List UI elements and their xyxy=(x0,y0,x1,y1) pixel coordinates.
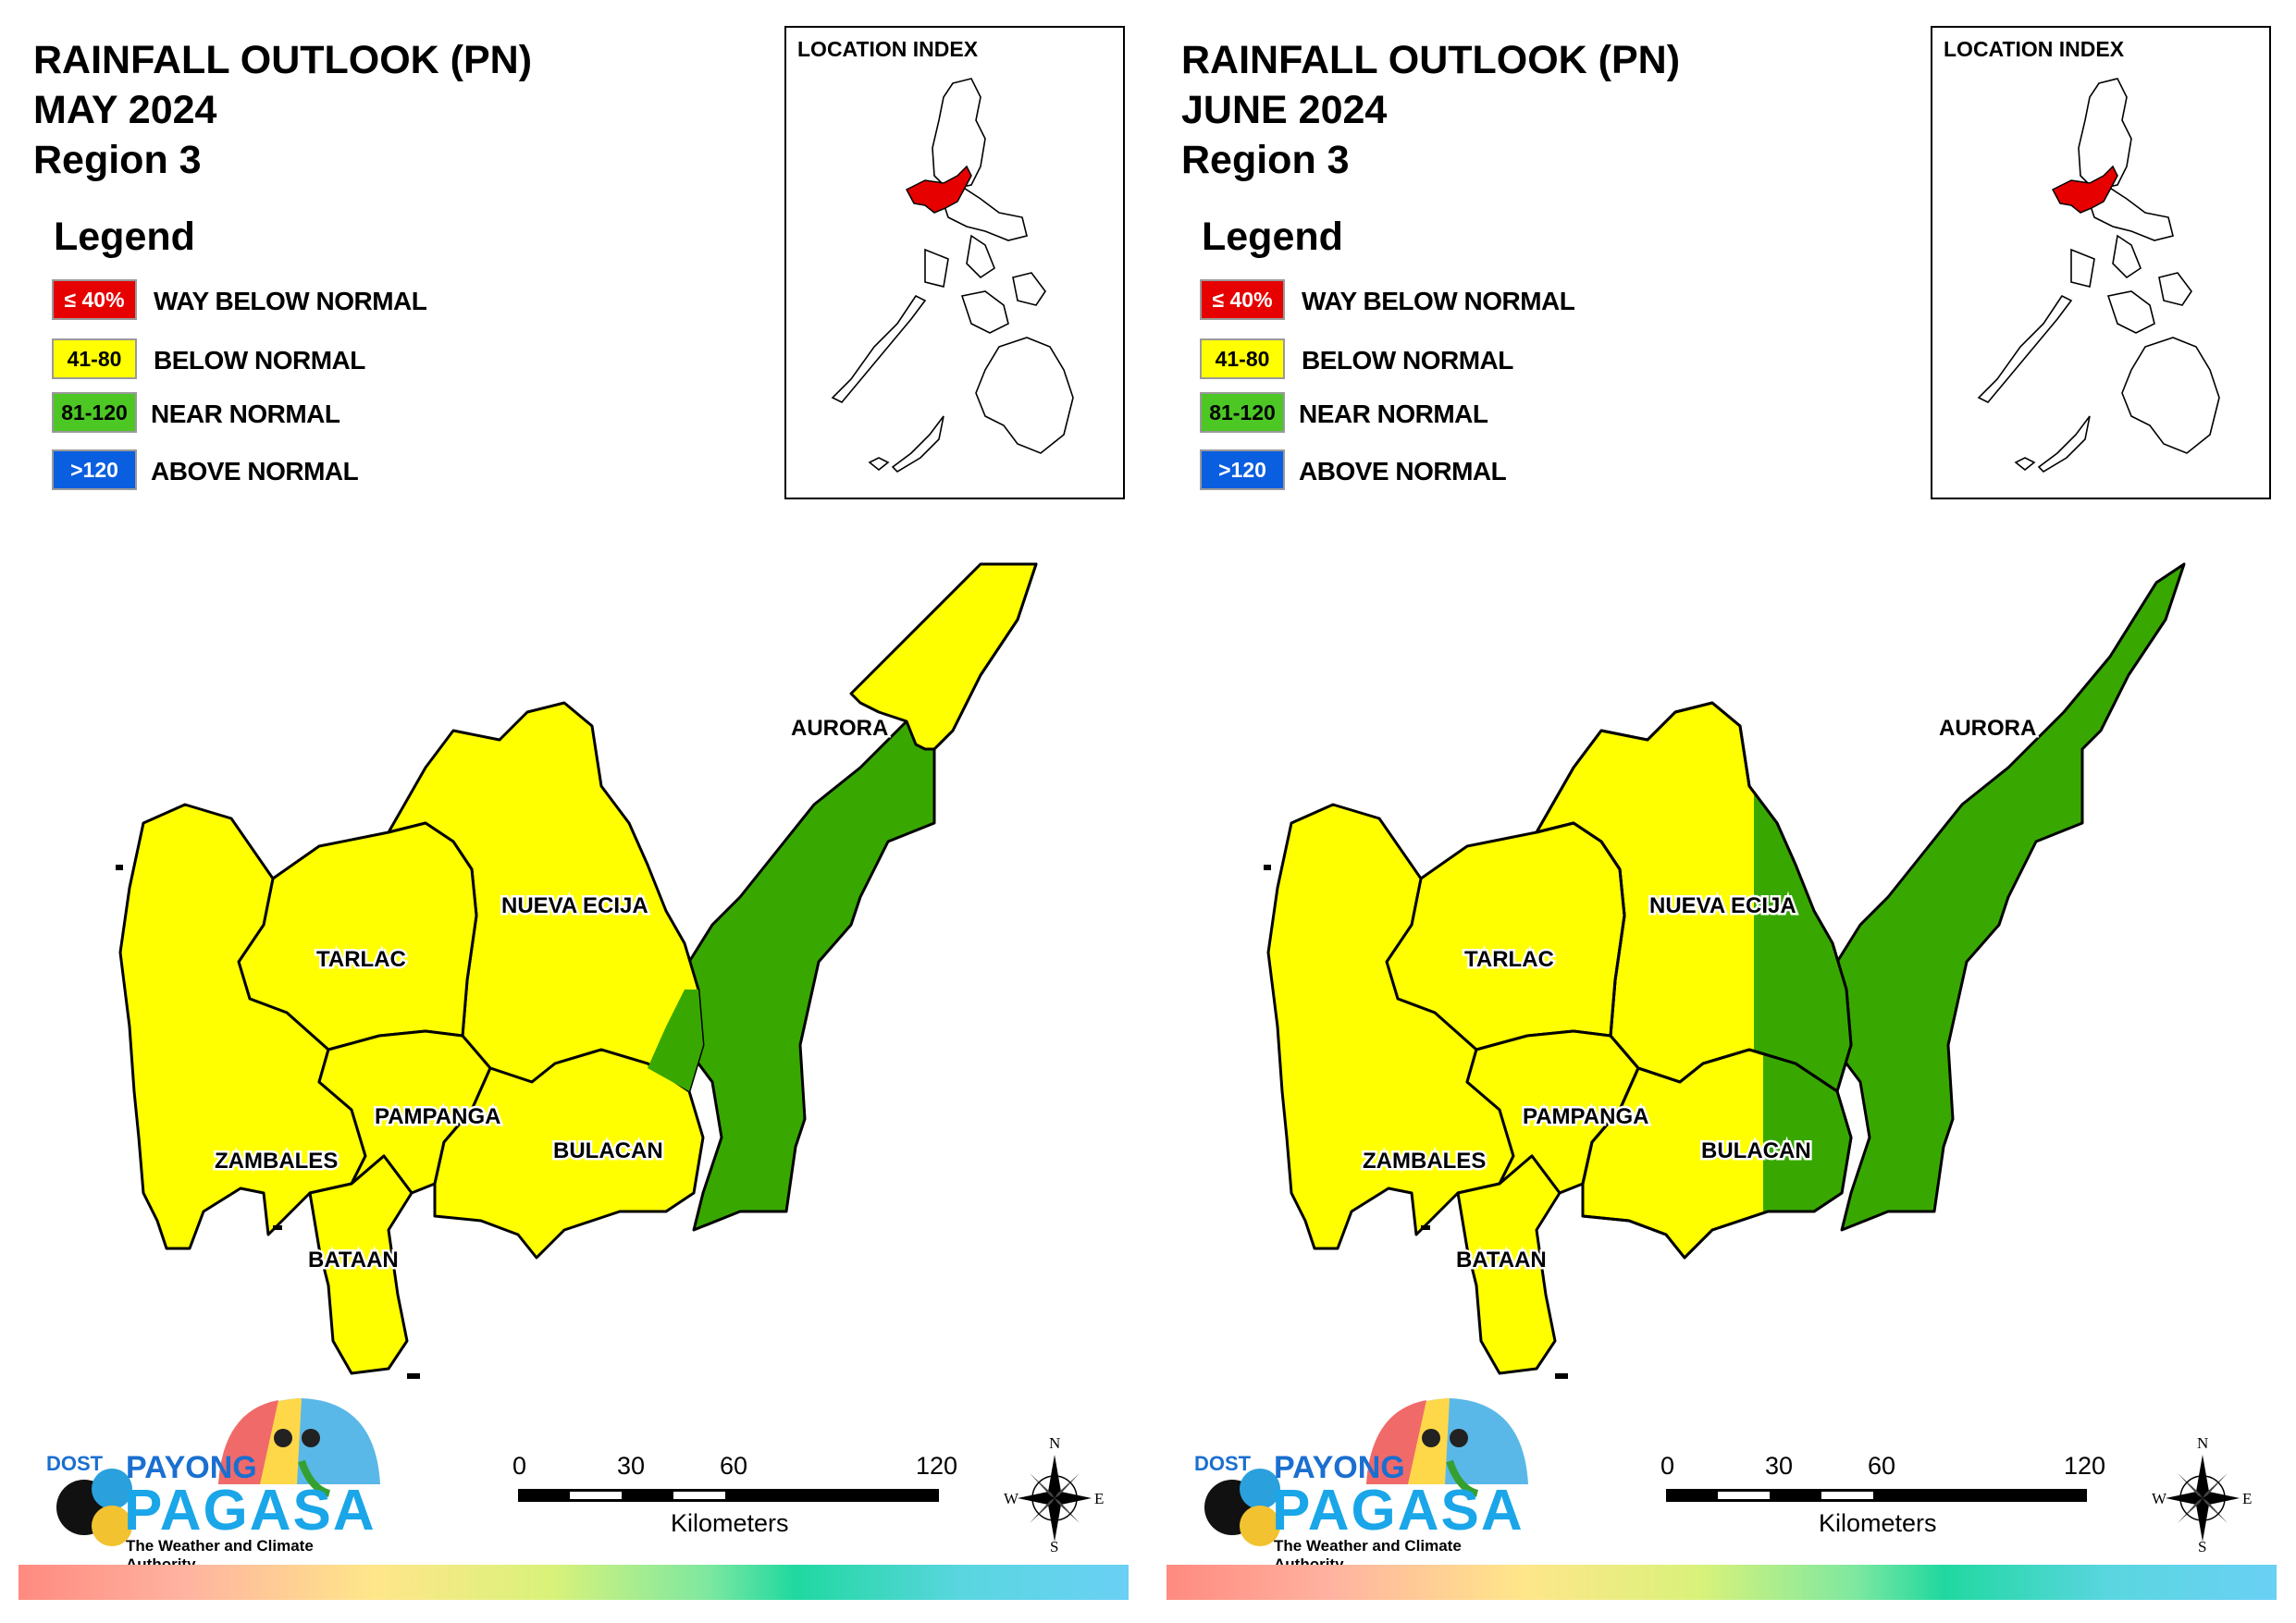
label-nueva-ecija: NUEVA ECIJA xyxy=(1649,893,1796,918)
title-line-month: MAY 2024 xyxy=(33,88,217,132)
map-title: RAINFALL OUTLOOK (PN) JUNE 2024 Region 3 xyxy=(1181,35,1680,185)
legend-title: Legend xyxy=(54,215,195,259)
province-zambales xyxy=(1266,803,1515,1250)
scale-bar: 0 30 60 120 Kilometers xyxy=(1660,1452,2129,1554)
compass-n: N xyxy=(1049,1434,1061,1452)
legend-label: ABOVE NORMAL xyxy=(1299,457,1507,486)
scale-tick-120: 120 xyxy=(916,1452,958,1480)
label-nueva-ecija: NUEVA ECIJA xyxy=(501,893,648,918)
location-index-inset: LOCATION INDEX xyxy=(784,26,1125,499)
compass-rose: N S E W xyxy=(2152,1434,2253,1558)
province-zambales xyxy=(118,803,367,1250)
near-normal-strip xyxy=(648,990,703,1091)
compass-e: E xyxy=(2242,1490,2253,1507)
logo-payong: PAYONG xyxy=(126,1450,257,1485)
title-line-region: Region 3 xyxy=(1181,138,1350,182)
label-aurora: AURORA xyxy=(791,716,888,741)
label-aurora: AURORA xyxy=(1939,716,2036,741)
label-bataan: BATAAN xyxy=(308,1248,399,1273)
province-aurora xyxy=(1821,562,2186,1232)
scale-bar: 0 30 60 120 Kilometers xyxy=(512,1452,981,1554)
legend-swatch: >120 xyxy=(52,449,137,490)
inset-title: LOCATION INDEX xyxy=(797,37,979,61)
scale-unit: Kilometers xyxy=(671,1509,789,1537)
scale-tick-60: 60 xyxy=(720,1452,748,1480)
region3-highlight xyxy=(905,165,972,214)
footer-gradient-strip xyxy=(19,1565,1129,1600)
label-bulacan: BULACAN xyxy=(553,1138,663,1163)
compass-s: S xyxy=(2198,1538,2207,1555)
legend-swatch: 81-120 xyxy=(52,392,137,433)
philippines-outline-map xyxy=(1977,78,2220,473)
region3-highlight xyxy=(2051,165,2118,214)
compass-w: W xyxy=(2152,1490,2167,1507)
scale-tick-60: 60 xyxy=(1868,1452,1896,1480)
compass-w: W xyxy=(1004,1490,1019,1507)
compass-icon xyxy=(2166,1455,2240,1542)
label-tarlac: TARLAC xyxy=(1464,947,1554,972)
legend-label: NEAR NORMAL xyxy=(1299,400,1488,428)
label-zambales: ZAMBALES xyxy=(1363,1149,1486,1174)
label-pampanga: PAMPANGA xyxy=(1523,1104,1648,1129)
legend-swatch: 41-80 xyxy=(1200,338,1285,379)
logo-dost: DOST xyxy=(1194,1452,1252,1475)
legend-label: BELOW NORMAL xyxy=(154,346,365,375)
outlook-panel-may: RAINFALL OUTLOOK (PN) MAY 2024 Region 3 … xyxy=(19,26,1129,1600)
logo-payong: PAYONG xyxy=(1274,1450,1405,1485)
title-line-region: Region 3 xyxy=(33,138,202,182)
legend-swatch: >120 xyxy=(1200,449,1285,490)
legend-swatch: ≤ 40% xyxy=(52,279,137,320)
legend-label: WAY BELOW NORMAL xyxy=(154,287,427,315)
payong-pagasa-logo: DOST PAYONG PAGASA The Weather and Clima… xyxy=(33,1387,385,1573)
logo-dost: DOST xyxy=(46,1452,104,1475)
legend-title: Legend xyxy=(1202,215,1343,259)
title-line-product: RAINFALL OUTLOOK (PN) xyxy=(1181,38,1681,82)
legend-label: NEAR NORMAL xyxy=(151,400,340,428)
compass-s: S xyxy=(1050,1538,1059,1555)
label-tarlac: TARLAC xyxy=(316,947,406,972)
label-bulacan: BULACAN xyxy=(1701,1138,1811,1163)
philippines-outline-map xyxy=(831,78,1074,473)
region3-map-may: AURORA NUEVA ECIJA TARLAC ZAMBALES PAMPA… xyxy=(116,562,1038,1379)
scale-tick-30: 30 xyxy=(617,1452,646,1480)
outlook-panel-june: RAINFALL OUTLOOK (PN) JUNE 2024 Region 3… xyxy=(1148,0,2296,1623)
label-pampanga: PAMPANGA xyxy=(375,1104,500,1129)
legend-label: ABOVE NORMAL xyxy=(151,457,359,486)
province-bataan xyxy=(308,1154,414,1375)
legend-label: BELOW NORMAL xyxy=(1302,346,1513,375)
map-title: RAINFALL OUTLOOK (PN) MAY 2024 Region 3 xyxy=(33,35,532,185)
legend-swatch: ≤ 40% xyxy=(1200,279,1285,320)
scale-tick-0: 0 xyxy=(512,1452,527,1480)
legend-label: WAY BELOW NORMAL xyxy=(1302,287,1575,315)
province-bataan xyxy=(1456,1154,1562,1375)
label-zambales: ZAMBALES xyxy=(215,1149,338,1174)
aurora-north-yellow xyxy=(849,562,1038,751)
scale-tick-0: 0 xyxy=(1660,1452,1675,1480)
compass-n: N xyxy=(2197,1434,2209,1452)
scale-unit: Kilometers xyxy=(1819,1509,1937,1537)
scale-tick-120: 120 xyxy=(2064,1452,2106,1480)
province-bulacan xyxy=(433,1048,705,1260)
legend-swatch: 41-80 xyxy=(52,338,137,379)
logo-pagasa: PAGASA xyxy=(1272,1479,1524,1543)
legend-swatch: 81-120 xyxy=(1200,392,1285,433)
region3-map-june: AURORA NUEVA ECIJA TARLAC ZAMBALES PAMPA… xyxy=(1264,562,2186,1379)
location-index-inset: LOCATION INDEX xyxy=(1931,26,2271,499)
compass-rose: N S E W xyxy=(1004,1434,1105,1558)
scale-tick-30: 30 xyxy=(1765,1452,1794,1480)
logo-pagasa: PAGASA xyxy=(124,1479,376,1543)
title-line-product: RAINFALL OUTLOOK (PN) xyxy=(33,38,533,82)
inset-title: LOCATION INDEX xyxy=(1944,37,2125,61)
payong-pagasa-logo: DOST PAYONG PAGASA The Weather and Clima… xyxy=(1181,1387,1533,1573)
label-bataan: BATAAN xyxy=(1456,1248,1547,1273)
title-line-month: JUNE 2024 xyxy=(1181,88,1388,132)
compass-e: E xyxy=(1094,1490,1105,1507)
footer-gradient-strip xyxy=(1167,1565,2277,1600)
compass-icon xyxy=(1018,1455,1092,1542)
